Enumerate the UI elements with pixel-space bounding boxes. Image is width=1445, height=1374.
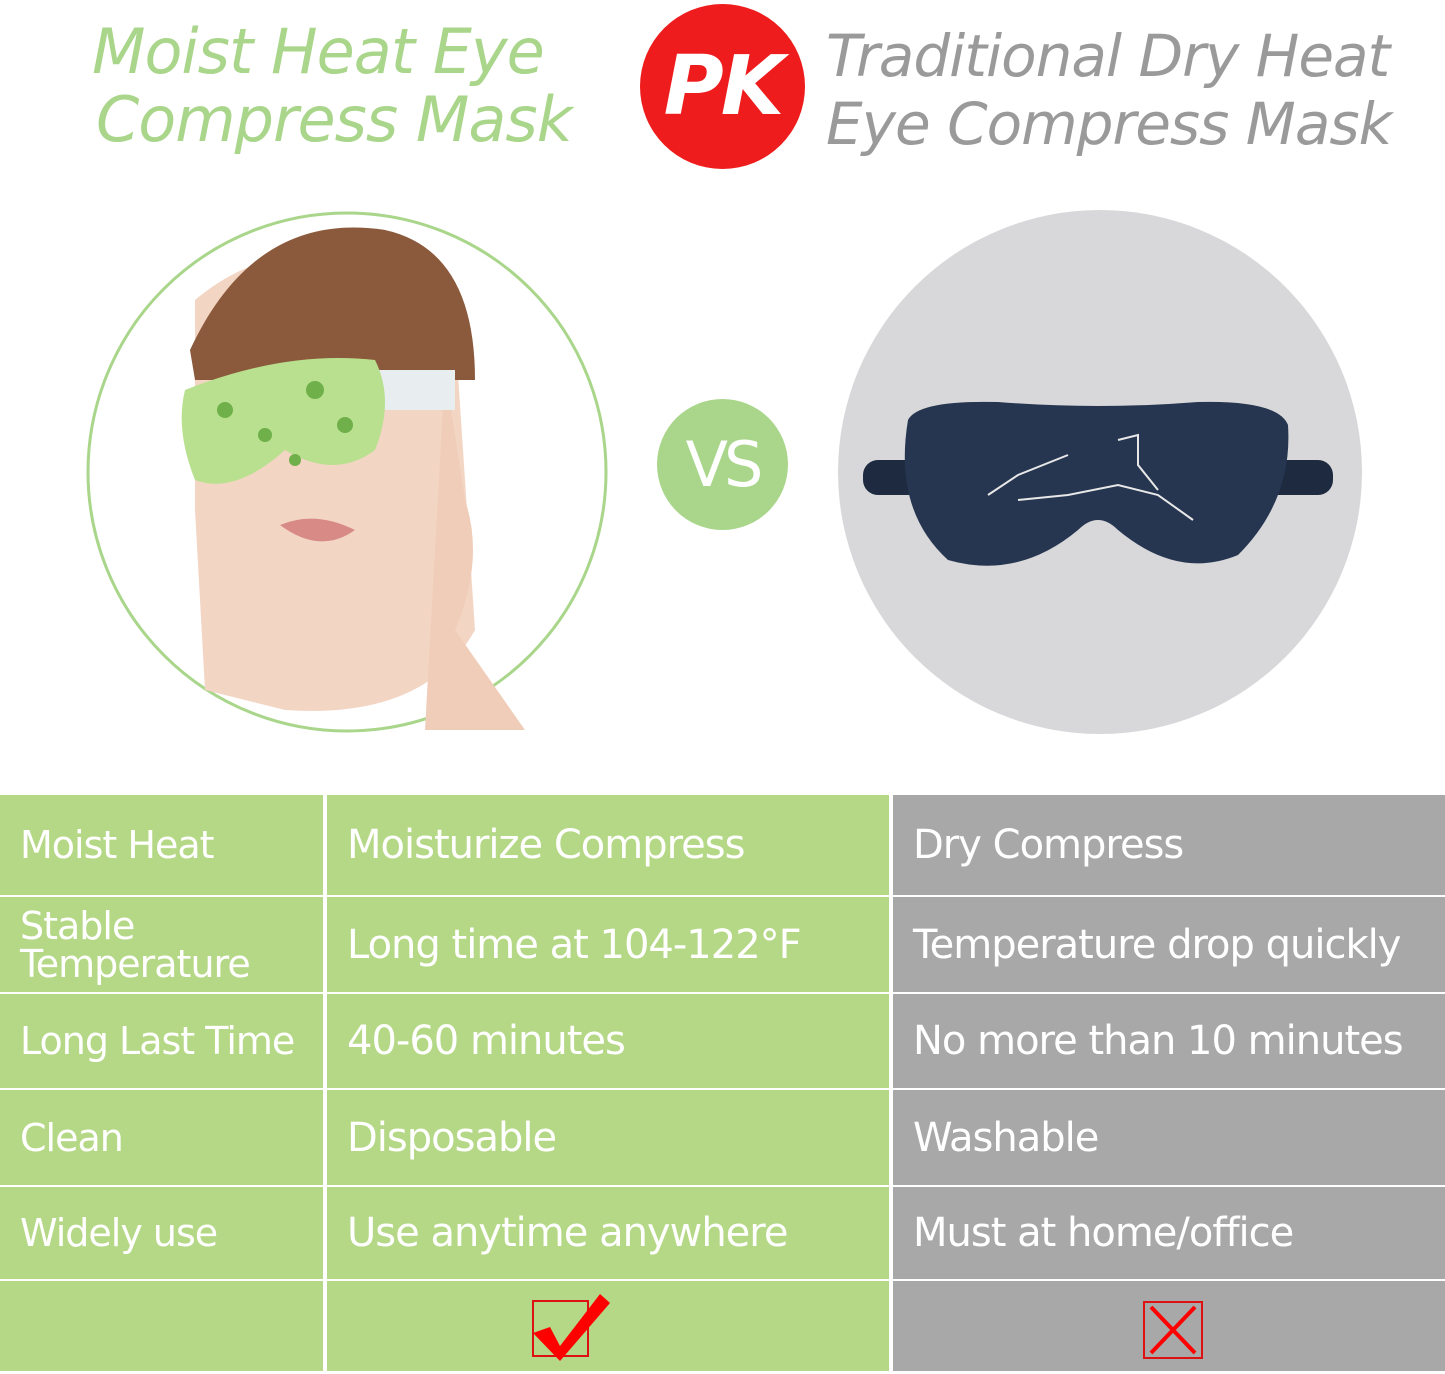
pk-badge: PK — [640, 4, 805, 169]
dry-mask-title: Traditional Dry Heat Eye Compress Mask — [826, 22, 1392, 158]
moist-cell: Long time at 104-122°F — [327, 897, 889, 992]
dry-cell: Dry Compress — [893, 795, 1445, 895]
feature-cell: Clean — [0, 1090, 323, 1185]
moist-mask-title: Moist Heat Eye Compress Mask — [92, 15, 573, 156]
silk-dry-mask-image — [838, 210, 1362, 734]
dry-cell: Temperature drop quickly — [893, 897, 1445, 992]
dry-cell: Washable — [893, 1090, 1445, 1185]
moist-cell: Disposable — [327, 1090, 889, 1185]
table-row: Widely use Use anytime anywhere Must at … — [0, 1187, 1445, 1279]
title-line: Compress Mask — [96, 83, 573, 156]
feature-cell: Long Last Time — [0, 994, 323, 1088]
table-row: Stable Temperature Long time at 104-122°… — [0, 897, 1445, 992]
table-row: Moist Heat Moisturize Compress Dry Compr… — [0, 795, 1445, 895]
moist-cell: Use anytime anywhere — [327, 1187, 889, 1279]
title-line: Eye Compress Mask — [826, 90, 1392, 158]
table-row: Long Last Time 40-60 minutes No more tha… — [0, 994, 1445, 1088]
empty-cell — [0, 1281, 323, 1371]
title-line: Traditional Dry Heat — [826, 22, 1390, 90]
woman-with-moist-mask-image — [86, 211, 608, 733]
verdict-row — [0, 1281, 1445, 1371]
feature-cell: Stable Temperature — [0, 897, 323, 992]
feature-cell: Moist Heat — [0, 795, 323, 895]
moist-cell: 40-60 minutes — [327, 994, 889, 1088]
moist-cell: Moisturize Compress — [327, 795, 889, 895]
table-row: Clean Disposable Washable — [0, 1090, 1445, 1185]
vs-badge: VS — [657, 399, 788, 530]
dry-cell: Must at home/office — [893, 1187, 1445, 1279]
dry-cell: No more than 10 minutes — [893, 994, 1445, 1088]
moist-verdict-cell — [327, 1281, 889, 1371]
check-icon — [532, 1294, 610, 1361]
cross-icon — [1143, 1301, 1203, 1359]
title-line: Moist Heat Eye — [92, 15, 545, 88]
feature-cell: Widely use — [0, 1187, 323, 1279]
dry-verdict-cell — [893, 1281, 1445, 1371]
